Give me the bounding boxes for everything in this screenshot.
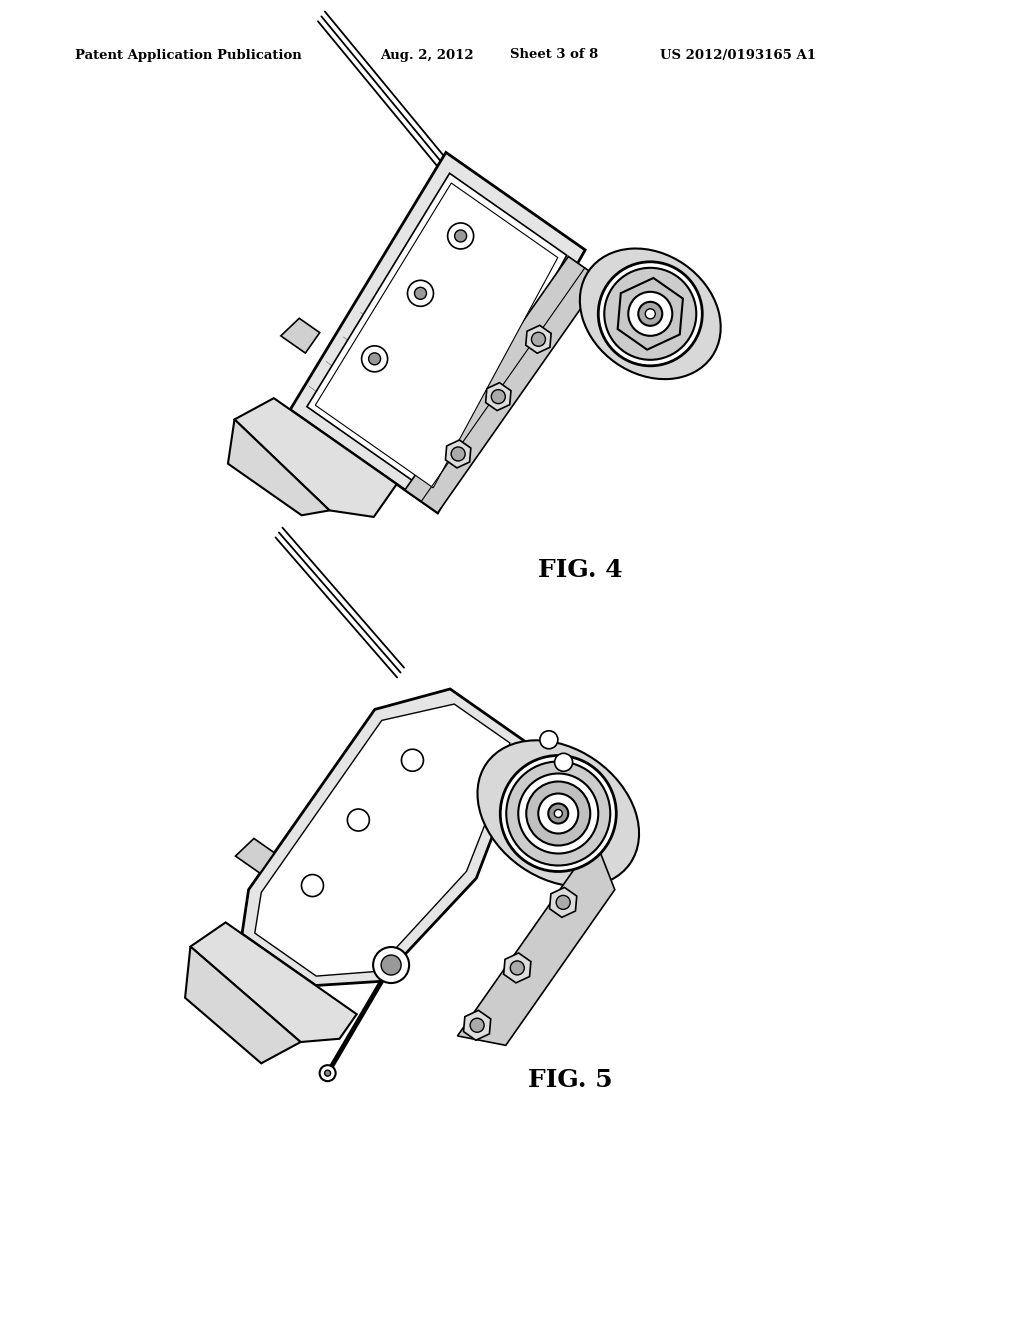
Ellipse shape: [477, 741, 639, 887]
Circle shape: [548, 804, 568, 824]
Circle shape: [319, 1065, 336, 1081]
Circle shape: [470, 1018, 484, 1032]
Circle shape: [645, 309, 655, 319]
Circle shape: [556, 895, 570, 909]
Circle shape: [531, 333, 546, 346]
Polygon shape: [458, 840, 614, 1045]
Circle shape: [369, 352, 381, 364]
Polygon shape: [228, 420, 330, 515]
Text: FIG. 5: FIG. 5: [527, 1068, 612, 1092]
Polygon shape: [307, 173, 566, 496]
Circle shape: [501, 755, 616, 871]
Polygon shape: [190, 923, 356, 1041]
Circle shape: [381, 956, 401, 975]
Circle shape: [598, 261, 702, 366]
Circle shape: [373, 946, 410, 983]
Circle shape: [554, 809, 562, 817]
Circle shape: [415, 288, 426, 300]
Circle shape: [452, 447, 465, 461]
Polygon shape: [236, 838, 274, 874]
Circle shape: [408, 280, 433, 306]
Circle shape: [455, 230, 467, 242]
Circle shape: [629, 292, 673, 335]
Circle shape: [492, 389, 505, 404]
Polygon shape: [617, 279, 683, 350]
Circle shape: [447, 223, 474, 249]
Circle shape: [510, 961, 524, 975]
Ellipse shape: [580, 248, 721, 379]
Polygon shape: [404, 256, 601, 513]
Polygon shape: [281, 318, 319, 352]
Circle shape: [518, 774, 598, 854]
Circle shape: [638, 302, 663, 326]
Polygon shape: [550, 887, 577, 917]
Polygon shape: [234, 399, 396, 517]
Polygon shape: [255, 704, 510, 975]
Text: US 2012/0193165 A1: US 2012/0193165 A1: [660, 49, 816, 62]
Circle shape: [301, 875, 324, 896]
Polygon shape: [504, 953, 530, 983]
Text: Aug. 2, 2012: Aug. 2, 2012: [380, 49, 474, 62]
Circle shape: [506, 762, 610, 866]
Circle shape: [347, 809, 370, 832]
Text: Sheet 3 of 8: Sheet 3 of 8: [510, 49, 598, 62]
Polygon shape: [485, 383, 511, 411]
Circle shape: [361, 346, 388, 372]
Circle shape: [604, 268, 696, 360]
Text: Patent Application Publication: Patent Application Publication: [75, 49, 302, 62]
Circle shape: [526, 781, 590, 846]
Polygon shape: [445, 440, 471, 467]
Polygon shape: [185, 946, 301, 1064]
Circle shape: [539, 793, 579, 833]
Circle shape: [540, 731, 558, 748]
Circle shape: [401, 750, 424, 771]
Polygon shape: [242, 689, 524, 986]
Polygon shape: [525, 325, 551, 354]
Circle shape: [555, 754, 572, 771]
Polygon shape: [290, 152, 585, 513]
Polygon shape: [315, 183, 558, 488]
Circle shape: [325, 1071, 331, 1076]
Polygon shape: [464, 1010, 490, 1040]
Text: FIG. 4: FIG. 4: [538, 558, 623, 582]
